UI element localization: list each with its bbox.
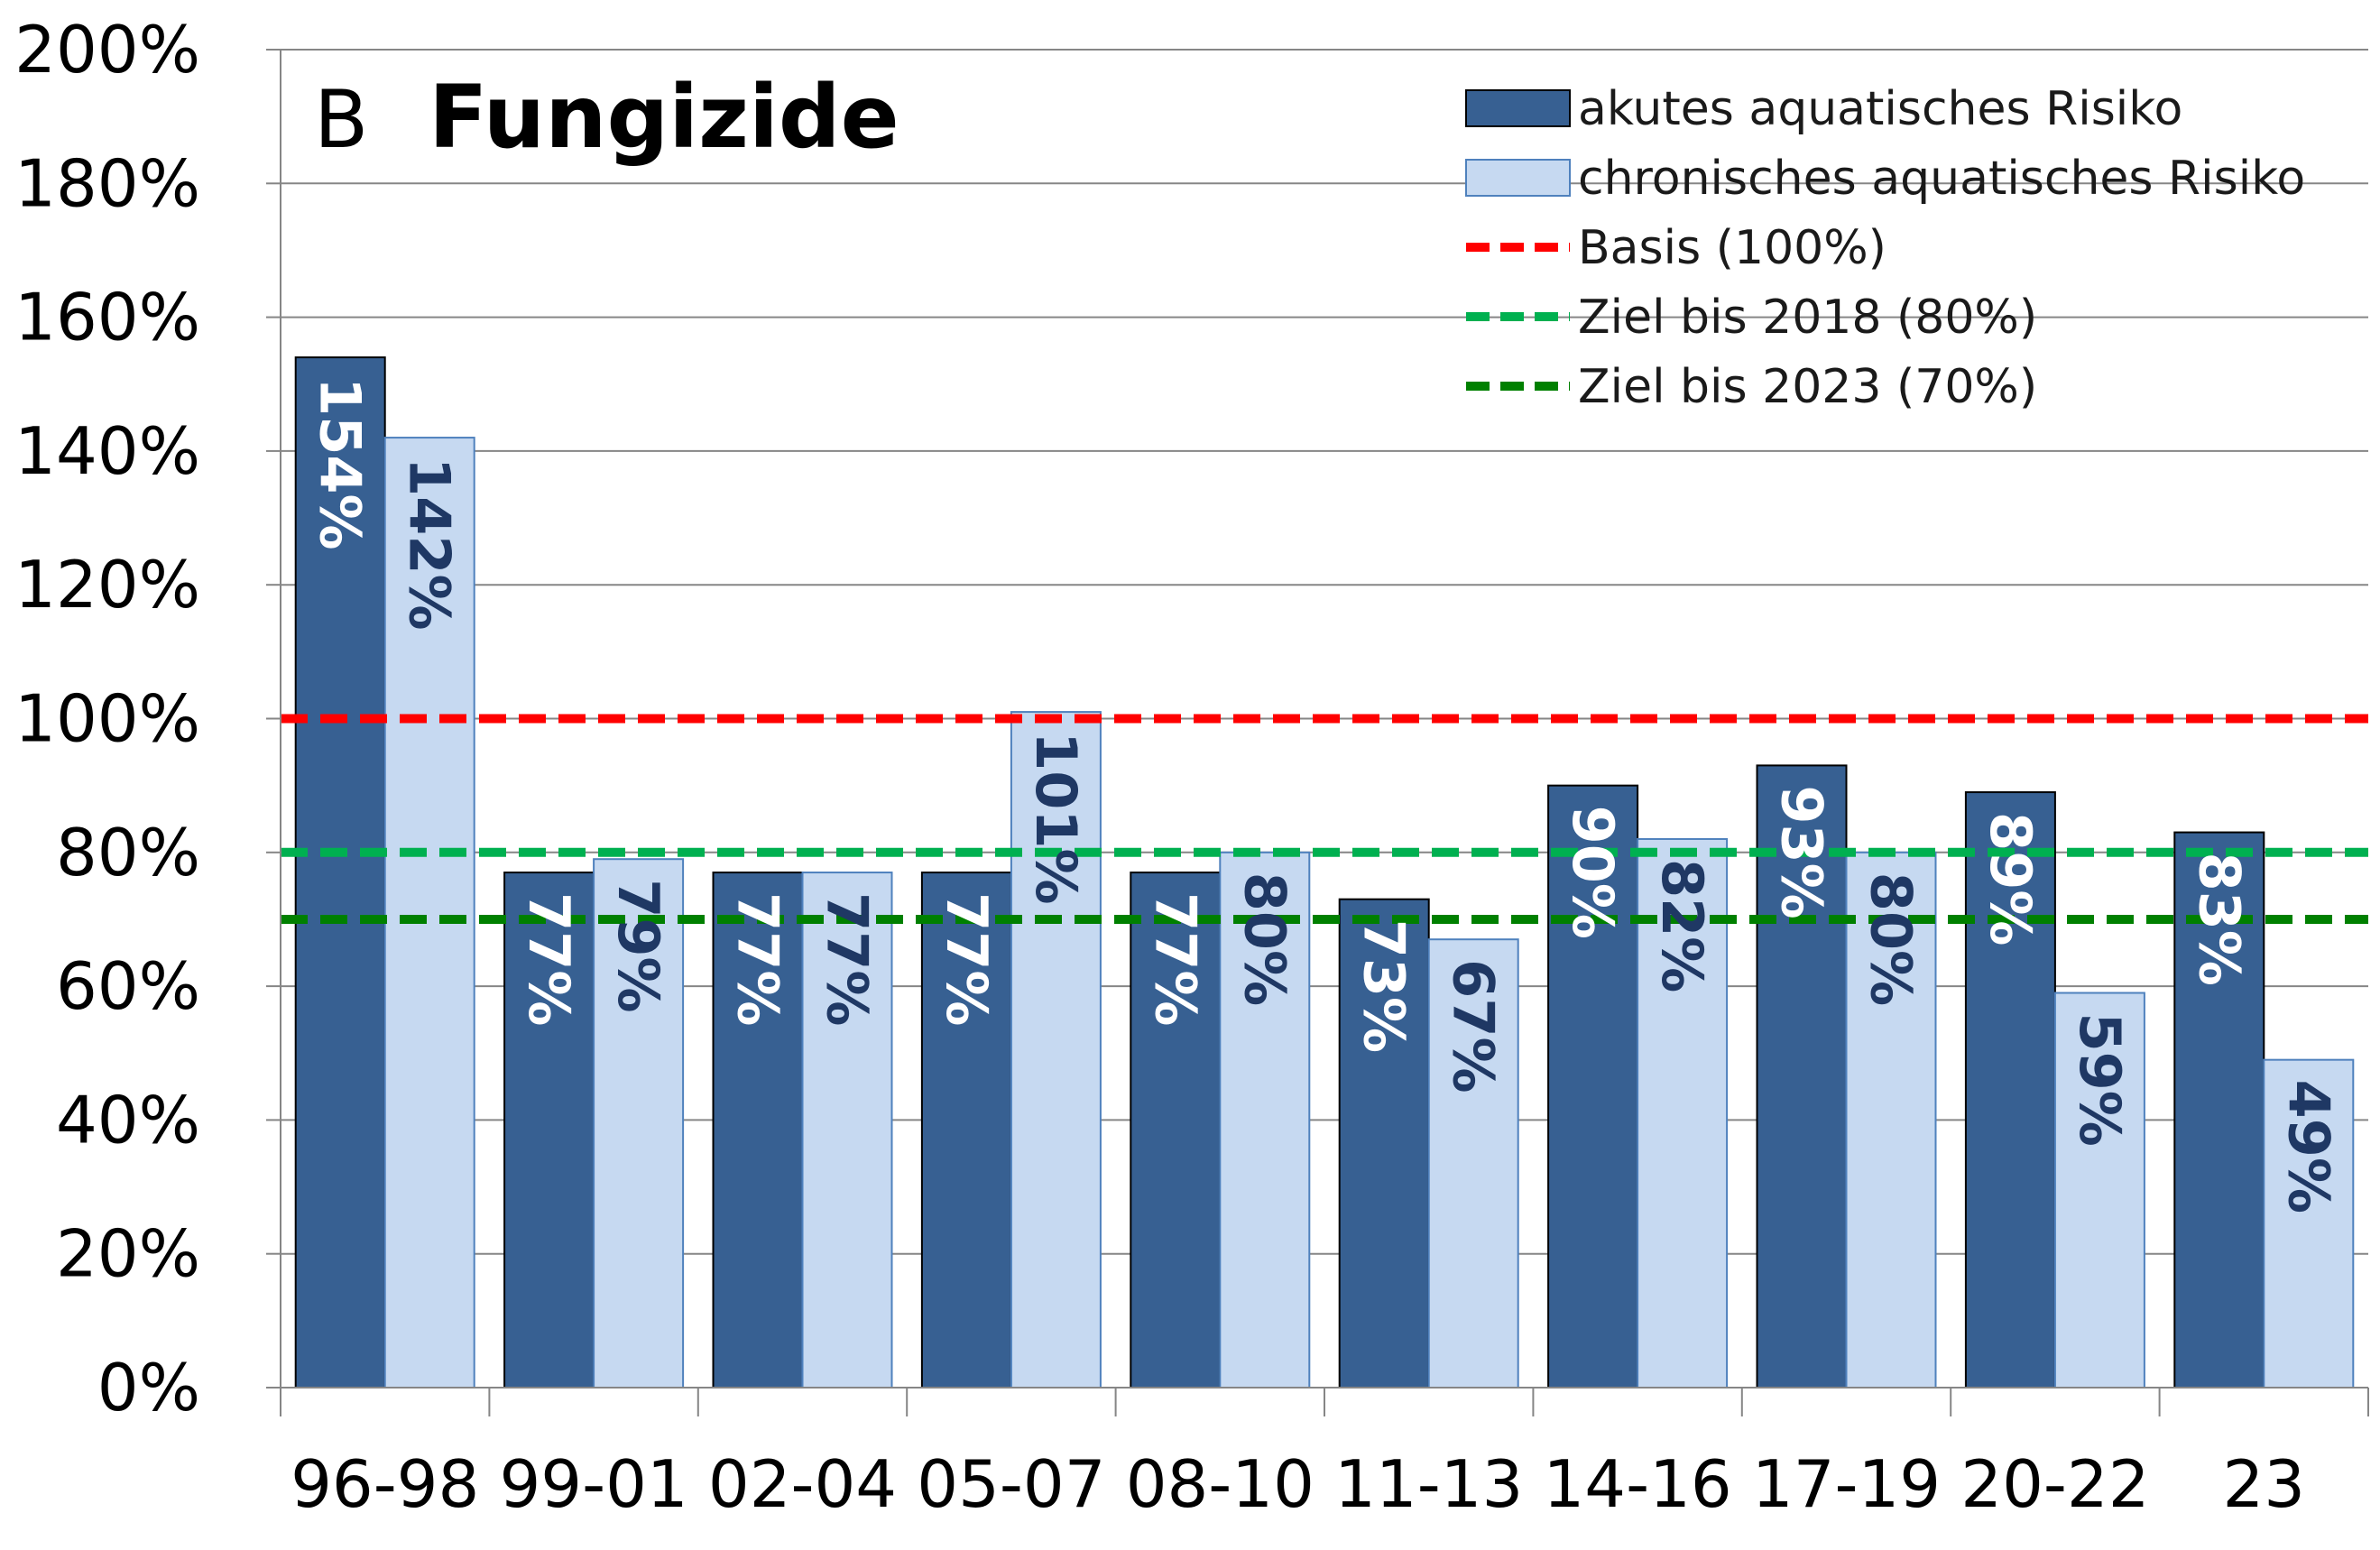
- x-tick-label: 05-07: [917, 1446, 1105, 1522]
- bar-value-label: 73%: [1351, 919, 1417, 1053]
- y-tick-label: 100%: [14, 681, 200, 757]
- bar-acute: [2173, 831, 2265, 1389]
- y-tick-label: 20%: [56, 1216, 200, 1292]
- bar-value-label: 101%: [1023, 732, 1089, 905]
- bar-value-label: 80%: [1859, 872, 1924, 1006]
- bar-value-label: 89%: [1978, 812, 2043, 946]
- bar-value-label: 154%: [308, 377, 374, 550]
- bar-acute: [1547, 784, 1639, 1389]
- reference-lines: [281, 714, 2368, 924]
- y-tick-label: 80%: [56, 815, 200, 890]
- legend-label: Basis (100%): [1578, 221, 1886, 275]
- y-tick-label: 180%: [14, 145, 200, 221]
- y-tick-label: 60%: [56, 948, 200, 1024]
- bar-value-label: 90%: [1560, 806, 1626, 939]
- bar-chronic: [2263, 1058, 2355, 1389]
- bar-acute: [1756, 764, 1848, 1389]
- bars: [294, 356, 2355, 1389]
- bar-value-label: 82%: [1649, 859, 1715, 992]
- bar-value-label: 79%: [605, 879, 671, 1012]
- legend-label: akutes aquatisches Risiko: [1578, 82, 2182, 136]
- bar-chronic: [1427, 938, 1519, 1389]
- bar-value-label: 77%: [934, 892, 1000, 1026]
- bar-acute: [920, 872, 1012, 1389]
- x-tick-label: 11-13: [1334, 1446, 1523, 1522]
- x-tick-label: 20-22: [1960, 1446, 2149, 1522]
- bar-value-label: 67%: [1441, 959, 1507, 1093]
- y-tick-label: 120%: [14, 547, 200, 623]
- bar-acute: [503, 872, 595, 1389]
- y-tick-label: 0%: [97, 1350, 200, 1425]
- bar-value-label: 77%: [815, 892, 881, 1026]
- bar-acute: [1130, 872, 1222, 1389]
- bar-value-label: 93%: [1769, 785, 1835, 918]
- y-tick-label: 40%: [56, 1082, 200, 1158]
- x-tick-label: 96-98: [291, 1446, 479, 1522]
- bar-chronic: [1219, 851, 1311, 1389]
- bar-value-label: 77%: [1142, 892, 1208, 1026]
- legend: akutes aquatisches Risiko chronisches aqu…: [1465, 82, 2305, 414]
- x-tick-label: 99-01: [499, 1446, 687, 1522]
- x-tick-label: 02-04: [708, 1446, 897, 1522]
- bar-chronic: [1010, 711, 1102, 1389]
- bar-value-label: 80%: [1232, 872, 1297, 1006]
- y-tick-label: 160%: [14, 280, 200, 355]
- x-tick-label: 23: [2222, 1446, 2305, 1522]
- bar-acute: [1964, 791, 2056, 1389]
- bar-chronic: [1845, 851, 1937, 1389]
- legend-label: chronisches aquatisches Risiko: [1578, 152, 2305, 206]
- x-tick-label: 17-19: [1752, 1446, 1941, 1522]
- axes: 0% 20% 40% 60% 80% 100% 120% 140% 160% 180% 200% 96…: [14, 12, 2369, 1522]
- bar-value-label: 59%: [2067, 1013, 2133, 1147]
- chart-title: B Fungizide: [314, 67, 899, 168]
- bar-acute: [1338, 898, 1430, 1389]
- legend-label: Ziel bis 2018 (80%): [1578, 291, 2037, 345]
- x-tick-label: 14-16: [1543, 1446, 1731, 1522]
- legend-swatch: [1465, 89, 1571, 127]
- y-tick-label: 140%: [14, 413, 200, 489]
- bar-acute: [294, 356, 386, 1389]
- bar-value-label: 142%: [397, 457, 463, 631]
- bar-value-labels: 154% 142% 77% 79% 77% 77% 77% 101% 77% 80% 73% 67% 9…: [308, 377, 2342, 1213]
- panel-letter: B: [314, 73, 368, 166]
- legend-swatch: [1465, 159, 1571, 197]
- chart-title-text: Fungizide: [429, 67, 899, 168]
- bar-acute: [712, 872, 804, 1389]
- bar-value-label: 83%: [2186, 853, 2252, 986]
- bar-chronic: [2053, 992, 2145, 1389]
- bar-chronic: [1637, 837, 1729, 1389]
- bar-chronic: [383, 437, 475, 1389]
- legend-label: Ziel bis 2023 (70%): [1578, 360, 2037, 414]
- bar-value-label: 77%: [725, 892, 791, 1026]
- y-tick-label: 200%: [14, 12, 200, 88]
- x-tick-label: 08-10: [1126, 1446, 1315, 1522]
- bar-value-label: 49%: [2275, 1080, 2341, 1213]
- bar-value-label: 77%: [516, 892, 582, 1026]
